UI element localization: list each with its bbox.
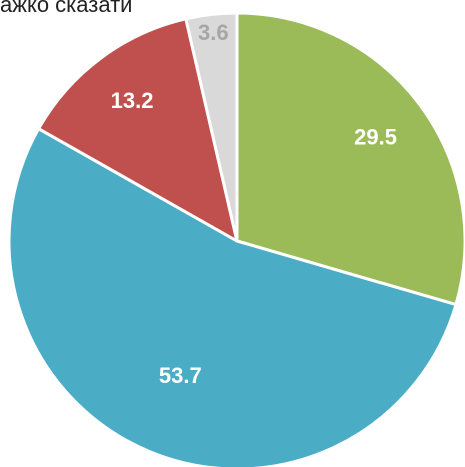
chart-title: ажко сказати	[0, 0, 133, 17]
data-label-29-5: 29.5	[354, 124, 397, 149]
data-label-3-6: 3.6	[198, 20, 229, 45]
pie-slices	[7, 11, 465, 467]
pie-labels: 29.5 53.7 13.2 3.6	[111, 20, 397, 388]
pie-slice-3-6	[184, 11, 239, 243]
pie-slice-53-7	[7, 127, 458, 467]
data-label-13-2: 13.2	[111, 88, 154, 113]
data-label-53-7: 53.7	[159, 363, 202, 388]
pie-slice-13-2	[37, 17, 239, 243]
